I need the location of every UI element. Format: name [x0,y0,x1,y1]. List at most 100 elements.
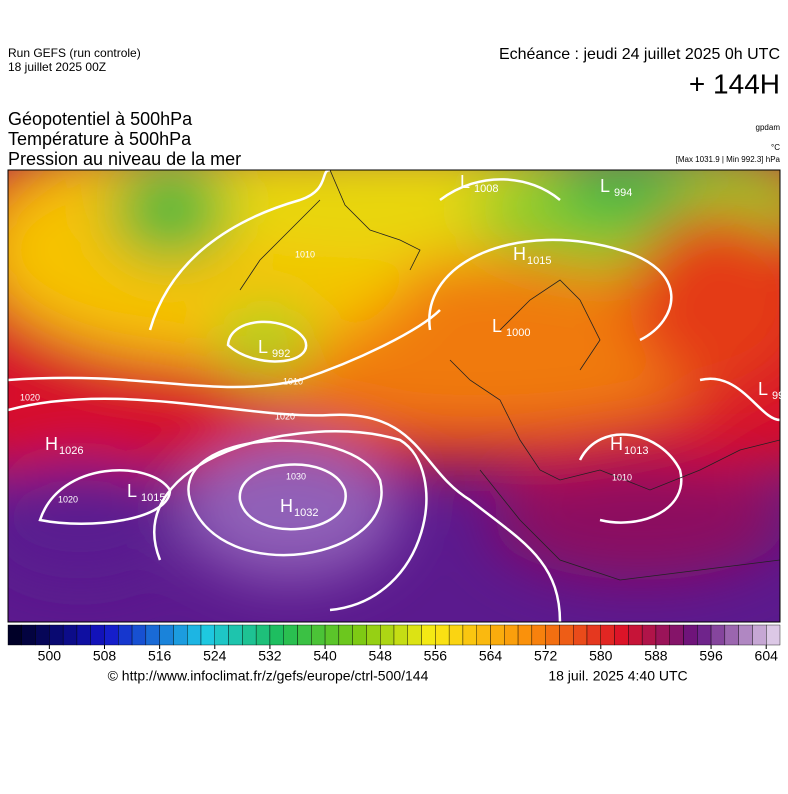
center-type: H [513,244,526,264]
colorbar-swatch [752,624,767,646]
colorbar-tick-label: 556 [424,648,448,664]
contour-label: 1020 [58,494,78,504]
colorbar-tick-label: 548 [369,648,393,664]
colorbar-swatch [641,624,657,646]
contour-label: 1010 [295,249,315,259]
colorbar-swatch [462,624,477,646]
colorbar-swatch [76,624,91,646]
colorbar-swatch [490,624,505,646]
colorbar-swatch [407,624,422,646]
colorbar-swatch [738,624,753,646]
field: Géopotentiel à 500hPa [8,109,193,129]
colorbar-tick-label: 532 [258,648,282,664]
colorbar-swatch [21,624,36,646]
center-value: 1008 [474,183,498,195]
colorbar-swatch [242,624,257,646]
field: Température à 500hPa [8,129,192,149]
colorbar-swatch [545,624,560,646]
colorbar-swatch [90,624,105,646]
colorbar-swatch [118,624,133,646]
colorbar-swatch [476,624,491,646]
colorbar-swatch [435,624,450,646]
colorbar-tick-label: 564 [479,648,503,664]
colorbar-swatch [104,624,119,646]
colorbar-swatch [187,624,202,646]
timestamp: 18 juil. 2025 4:40 UTC [548,668,687,684]
source-url: © http://www.infoclimat.fr/z/gefs/europe… [108,668,429,684]
colorbar-swatch [380,624,395,646]
colorbar-swatch [255,624,271,646]
center-value: 996 [772,390,788,402]
colorbar-tick-label: 596 [699,648,723,664]
center-value: 994 [614,187,632,199]
colorbar-tick-label: 588 [644,648,668,664]
colorbar-swatch [159,624,174,646]
colorbar-swatch [517,624,533,646]
colorbar-swatch [352,624,367,646]
colorbar-swatch [531,624,546,646]
lead-time: + 144H [689,68,780,99]
center-type: L [600,176,610,196]
colorbar-swatch [145,624,160,646]
colorbar-swatch [62,624,78,646]
colorbar-swatch [504,624,519,646]
colorbar-swatch [173,624,188,646]
run: Run GEFS (run controle) [8,46,141,60]
center-value: 1013 [624,445,648,457]
colorbar-tick-label: 580 [589,648,613,664]
contour-label: 1020 [20,392,40,402]
colorbar-swatch [228,624,243,646]
colorbar-swatch [573,624,588,646]
center-value: 992 [272,348,290,360]
echeance: Echéance : jeudi 24 juillet 2025 0h UTC [499,46,780,63]
center-value: 1015 [527,255,551,267]
colorbar-swatch [338,624,353,646]
center-type: L [127,481,137,501]
colorbar-swatch [628,624,643,646]
center-type: L [492,316,502,336]
colorbar-tick-label: 500 [38,648,62,664]
map-frame [7,169,781,623]
colorbar-tick-label: 540 [313,648,337,664]
colorbar-swatch [586,624,601,646]
center-type: L [258,337,268,357]
colorbar-swatch [710,624,726,646]
colorbar-swatch [200,624,215,646]
map [8,170,780,622]
colorbar-tick-label: 604 [755,648,779,664]
run-date: 18 juillet 2025 00Z [8,60,106,74]
contour-label: 1030 [286,471,306,481]
center-type: H [610,434,623,454]
colorbar-swatch [283,624,298,646]
unit: °C [771,143,780,152]
contour-label: 1010 [612,472,632,482]
colorbar-swatch [683,624,698,646]
contour-label: 1020 [275,411,295,421]
center-value: 1000 [506,327,530,339]
colorbar-tick-label: 516 [148,648,172,664]
unit: gpdam [756,123,781,132]
colorbar-swatch [269,624,284,646]
center-value: 1015 [141,492,165,504]
colorbar-swatch [393,624,408,646]
center-type: L [460,172,470,192]
colorbar-tick-label: 572 [534,648,558,664]
colorbar-swatch [448,624,464,646]
colorbar-swatch [297,624,312,646]
colorbar-swatch [49,624,64,646]
colorbar-swatch [35,624,50,646]
center-value: 1032 [294,507,318,519]
center-value: 1026 [59,445,83,457]
colorbar-swatch [766,624,781,646]
colorbar-swatch [311,624,326,646]
colorbar-swatch [366,624,381,646]
colorbar-swatch [214,624,229,646]
colorbar-swatch [324,624,340,646]
colorbar-swatch [697,624,712,646]
colorbar-swatch [421,624,436,646]
colorbar-swatch [724,624,739,646]
colorbar-tick-label: 524 [203,648,227,664]
center-type: L [758,379,768,399]
